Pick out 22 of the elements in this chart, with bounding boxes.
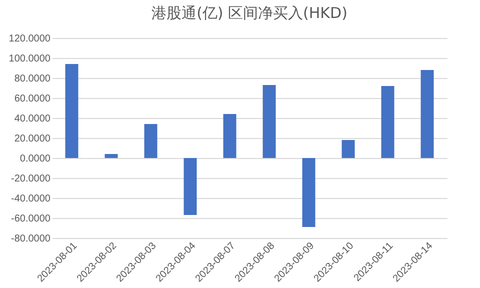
bar [223, 114, 236, 158]
y-tick-label: -40.0000 [11, 194, 51, 204]
bar [104, 154, 118, 158]
bar [420, 70, 434, 158]
bar [65, 64, 78, 158]
chart-title: 港股通(亿) 区间净买入(HKD) [152, 4, 348, 22]
y-tick-label: 20.0000 [14, 134, 51, 144]
bar [144, 124, 158, 158]
bar [302, 158, 316, 227]
bar [381, 86, 394, 158]
y-tick-label: -60.0000 [11, 214, 51, 224]
y-tick-label: -20.0000 [11, 174, 51, 184]
bar [184, 158, 197, 215]
y-tick-label: 40.0000 [14, 114, 51, 124]
bar [262, 85, 276, 158]
bar [342, 140, 355, 158]
y-tick-label: 60.0000 [14, 94, 51, 104]
y-tick-label: -80.0000 [11, 234, 51, 244]
y-tick-label: 0.0000 [20, 154, 51, 164]
y-tick-label: 100.0000 [8, 54, 51, 64]
y-tick-label: 80.0000 [14, 74, 51, 84]
y-tick-label: 120.0000 [8, 34, 51, 44]
